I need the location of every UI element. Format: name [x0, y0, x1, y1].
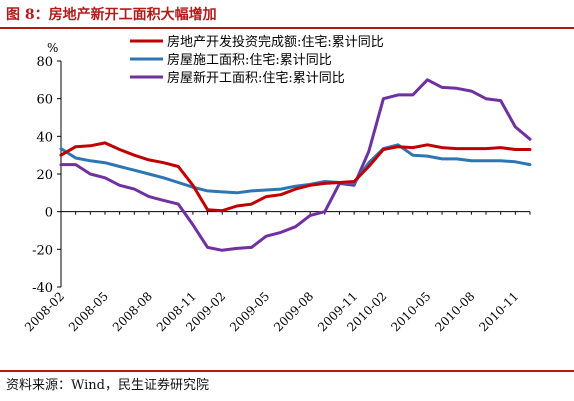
figure-title: 图 8：房地产新开工面积大幅增加 — [6, 7, 217, 23]
x-tick-label: 2009-05 — [227, 289, 272, 334]
y-tick-label: 0 — [45, 206, 53, 221]
legend-label: 房地产开发投资完成额:住宅:累计同比 — [167, 34, 384, 50]
y-tick-label: 60 — [36, 93, 53, 108]
series-line — [59, 78, 532, 252]
legend-label: 房屋施工面积:住宅:累计同比 — [167, 52, 332, 68]
y-axis-unit: % — [47, 41, 58, 55]
chart-series — [59, 78, 532, 252]
x-tick-label: 2010-05 — [388, 289, 433, 334]
x-tick-label: 2010-08 — [432, 289, 477, 334]
x-tick-label: 2009-08 — [271, 289, 316, 334]
y-tick-label: -40 — [32, 281, 53, 296]
x-tick-label: 2008-05 — [66, 289, 111, 334]
y-tick-label: 40 — [36, 130, 53, 145]
source-note: 资料来源：Wind，民生证券研究院 — [6, 378, 209, 393]
source-rule — [0, 370, 574, 372]
series-line — [59, 141, 532, 213]
x-tick-label: 2010-11 — [476, 289, 521, 334]
legend-label: 房屋新开工面积:住宅:累计同比 — [167, 70, 345, 86]
series-line — [59, 143, 532, 195]
chart-legend: 房地产开发投资完成额:住宅:累计同比房屋施工面积:住宅:累计同比房屋新开工面积:… — [130, 34, 384, 86]
title-rule — [0, 27, 574, 29]
y-tick-label: 80 — [36, 55, 53, 70]
y-tick-label: 20 — [36, 168, 53, 183]
x-tick-label: 2008-08 — [110, 289, 155, 334]
y-tick-label: -20 — [32, 243, 53, 258]
